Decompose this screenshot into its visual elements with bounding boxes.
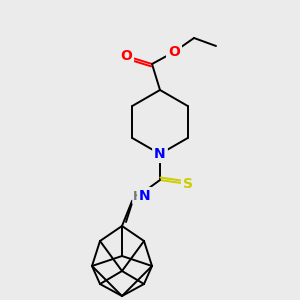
Text: O: O: [168, 45, 180, 59]
Text: S: S: [183, 177, 193, 191]
Text: H: H: [133, 190, 143, 203]
Text: O: O: [120, 49, 132, 63]
Text: N: N: [154, 147, 166, 161]
Text: N: N: [139, 189, 151, 203]
